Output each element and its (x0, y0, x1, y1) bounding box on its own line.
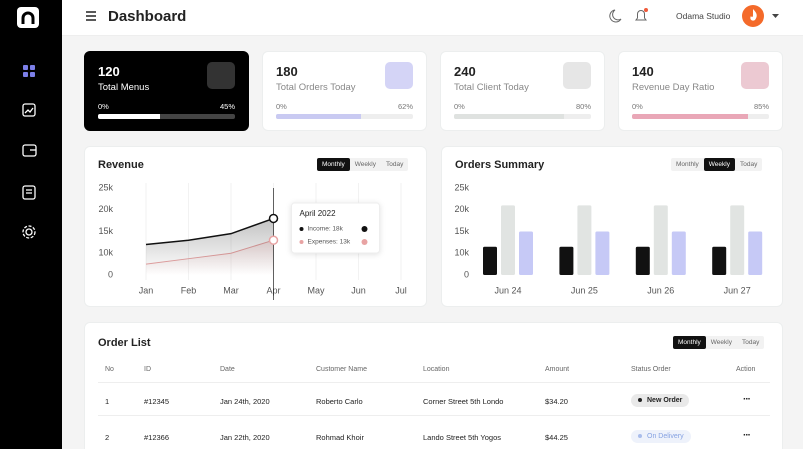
column-header: Action (736, 366, 756, 373)
stat-label: Total Client Today (454, 82, 529, 93)
column-header: ID (144, 366, 151, 373)
status-dot (638, 434, 642, 439)
stat-value: 180 (276, 64, 298, 79)
order-list-card: Order List Monthly Weekly Today No ID Date Cu… (84, 322, 783, 449)
progress-label: 80% (575, 102, 591, 111)
tab[interactable]: Monthly (676, 161, 699, 168)
column-header: No (105, 366, 114, 373)
tabs: Monthly Weekly Today (671, 158, 763, 171)
progress-label: 85% (753, 102, 769, 111)
tab[interactable]: Weekly (710, 339, 732, 346)
status-dot (638, 398, 642, 403)
progress-min: 0% (98, 102, 109, 111)
progress-min: 0% (632, 102, 643, 111)
tab[interactable]: Weekly (703, 158, 735, 171)
cell: #12366 (144, 433, 170, 442)
stat-card: 120 Total Menus 0% 45% (84, 51, 249, 131)
cell: 1 (105, 397, 110, 406)
progress-bar (632, 114, 749, 119)
cell: #12345 (144, 397, 170, 406)
sidebar-icons (17, 7, 39, 239)
cell: Rohmad Khoir (316, 433, 364, 442)
card-title: Orders Summary (455, 159, 545, 171)
stat-card: 240 Total Client Today 0% 80% (440, 51, 605, 131)
action-menu[interactable]: ··· (743, 394, 751, 405)
icon (207, 62, 235, 89)
stat-label: Revenue Day Ratio (632, 82, 715, 93)
user-name[interactable]: Odama Studio (676, 11, 731, 21)
tabs: Monthly Weekly Today (317, 158, 409, 171)
stat-label: Total Menus (98, 82, 150, 93)
stat-card: 140 Revenue Day Ratio 0% 85% (618, 51, 783, 131)
progress-track (632, 114, 769, 119)
progress-bar (98, 114, 160, 119)
cell: Lando Street 5th Yogos (423, 433, 501, 442)
stat-label: Total Orders Today (276, 82, 356, 93)
column-header: Amount (545, 366, 570, 373)
card-title: Revenue (98, 159, 144, 171)
cell: 2 (105, 433, 110, 442)
cell: $34.20 (545, 397, 568, 406)
column-header: Status Order (631, 366, 671, 373)
progress-track (98, 114, 235, 119)
status-pill: On Delivery (631, 430, 691, 443)
icon (563, 62, 591, 89)
status-text: On Delivery (647, 433, 684, 440)
divider (98, 382, 770, 383)
divider (98, 415, 770, 416)
column-header: Date (220, 366, 235, 373)
tab[interactable]: Monthly (673, 336, 706, 349)
status-text: New Order (647, 397, 683, 404)
progress-bar (454, 114, 564, 119)
tab[interactable]: Today (385, 161, 404, 168)
cell: Jan 22th, 2020 (220, 433, 270, 442)
stat-card: 180 Total Orders Today 0% 62% (262, 51, 427, 131)
orders-card: Orders Summary Monthly Weekly Today (441, 146, 783, 307)
cell: $44.25 (545, 433, 568, 442)
progress-track (454, 114, 591, 119)
stat-value: 120 (98, 64, 120, 79)
tab[interactable]: Weekly (354, 161, 376, 168)
tab[interactable]: Monthly (317, 158, 350, 171)
progress-track (276, 114, 413, 119)
progress-label: 62% (397, 102, 413, 111)
tab[interactable]: Today (741, 339, 760, 346)
cell: Corner Street 5th Londo (423, 397, 504, 406)
tab[interactable]: Today (739, 161, 758, 168)
header-icons (86, 5, 779, 27)
cell: Roberto Carlo (316, 397, 363, 406)
header: Dashboard Odama Studio (62, 0, 803, 36)
column-header: Customer Name (316, 366, 367, 373)
icon (385, 62, 413, 89)
stat-value: 240 (454, 64, 476, 79)
progress-bar (276, 114, 361, 119)
page-title: Dashboard (108, 8, 187, 25)
icon (741, 62, 769, 89)
cell: Jan 24th, 2020 (220, 397, 270, 406)
progress-min: 0% (454, 102, 465, 111)
progress-label: 45% (219, 102, 235, 111)
stat-value: 140 (632, 64, 654, 79)
tabs: Monthly Weekly Today (673, 336, 765, 349)
progress-min: 0% (276, 102, 287, 111)
status-pill: New Order (631, 394, 690, 407)
action-menu[interactable]: ··· (743, 430, 751, 441)
sidebar (0, 0, 62, 449)
card-title: Order List (98, 337, 151, 349)
column-header: Location (423, 366, 450, 373)
revenue-card: Revenue Monthly Weekly Today (84, 146, 427, 307)
